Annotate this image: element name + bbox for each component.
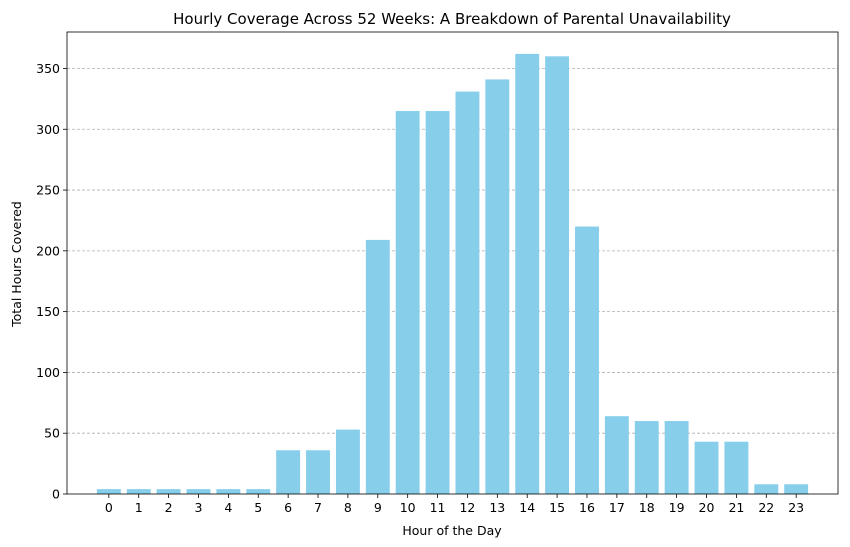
- bar-hour-10: [395, 111, 420, 495]
- x-tick-label-14: 14: [519, 500, 535, 515]
- x-tick-label-11: 11: [430, 500, 446, 515]
- x-tick-label-23: 23: [788, 500, 804, 515]
- x-tick-label-22: 22: [758, 500, 774, 515]
- y-tick-label-100: 100: [36, 365, 60, 380]
- bar-hour-14: [515, 53, 540, 494]
- bar-hour-11: [425, 111, 450, 495]
- bar-hour-16: [575, 226, 599, 495]
- bar-hour-21: [724, 441, 749, 494]
- y-tick-label-50: 50: [44, 426, 60, 441]
- x-tick-label-1: 1: [135, 500, 143, 515]
- y-tick-label-250: 250: [36, 183, 60, 198]
- bar-hour-12: [455, 91, 480, 495]
- axes: 0 1 2 3 4 5 6 7 8 9 10 11 12 13 14 15 16 17 18 19 20 21 22 2305…: [36, 31, 839, 515]
- bar-hour-3: [186, 489, 211, 494]
- x-tick-label-0: 0: [105, 500, 113, 515]
- bar-hour-17: [604, 416, 629, 494]
- y-axis-label: Total Hours Covered: [9, 201, 24, 328]
- bar-hour-20: [694, 441, 719, 494]
- x-tick-label-21: 21: [728, 500, 744, 515]
- y-tick-label-0: 0: [52, 487, 60, 502]
- bar-hour-13: [485, 79, 510, 495]
- x-tick-label-8: 8: [344, 500, 352, 515]
- bar-hour-23: [784, 484, 809, 494]
- y-tick-label-350: 350: [36, 61, 60, 76]
- bars: [96, 53, 809, 495]
- x-tick-label-12: 12: [459, 500, 475, 515]
- x-tick-label-20: 20: [699, 500, 715, 515]
- x-tick-label-3: 3: [195, 500, 203, 515]
- bar-hour-1: [126, 489, 151, 494]
- x-tick-label-4: 4: [224, 500, 232, 515]
- bar-hour-7: [306, 450, 330, 494]
- bar-hour-22: [754, 484, 779, 494]
- x-tick-label-2: 2: [165, 500, 173, 515]
- bar-hour-19: [664, 421, 689, 494]
- bar-hour-4: [216, 489, 241, 494]
- bar-hour-0: [96, 489, 121, 494]
- x-tick-label-16: 16: [579, 500, 595, 515]
- bar-hour-5: [246, 489, 271, 494]
- x-tick-label-18: 18: [639, 500, 655, 515]
- chart-title: Hourly Coverage Across 52 Weeks: A Break…: [173, 10, 731, 28]
- x-tick-label-6: 6: [284, 500, 292, 515]
- y-tick-label-300: 300: [36, 122, 60, 137]
- x-tick-label-10: 10: [400, 500, 416, 515]
- x-tick-label-15: 15: [549, 500, 565, 515]
- y-tick-label-200: 200: [36, 243, 60, 258]
- x-tick-label-19: 19: [669, 500, 685, 515]
- plot-frame: [66, 31, 839, 495]
- x-tick-label-17: 17: [609, 500, 625, 515]
- x-tick-label-5: 5: [254, 500, 262, 515]
- x-tick-label-9: 9: [374, 500, 382, 515]
- bar-hour-8: [335, 429, 360, 494]
- bar-hour-15: [545, 56, 570, 494]
- bar-hour-18: [634, 421, 659, 494]
- x-tick-label-7: 7: [314, 500, 322, 515]
- x-tick-label-13: 13: [489, 500, 505, 515]
- bar-hour-9: [365, 239, 390, 494]
- bar-hour-6: [276, 450, 301, 494]
- bar-hour-2: [156, 489, 181, 494]
- x-axis-label: Hour of the Day: [402, 523, 502, 538]
- gridlines: [67, 68, 838, 434]
- y-tick-label-150: 150: [36, 304, 60, 319]
